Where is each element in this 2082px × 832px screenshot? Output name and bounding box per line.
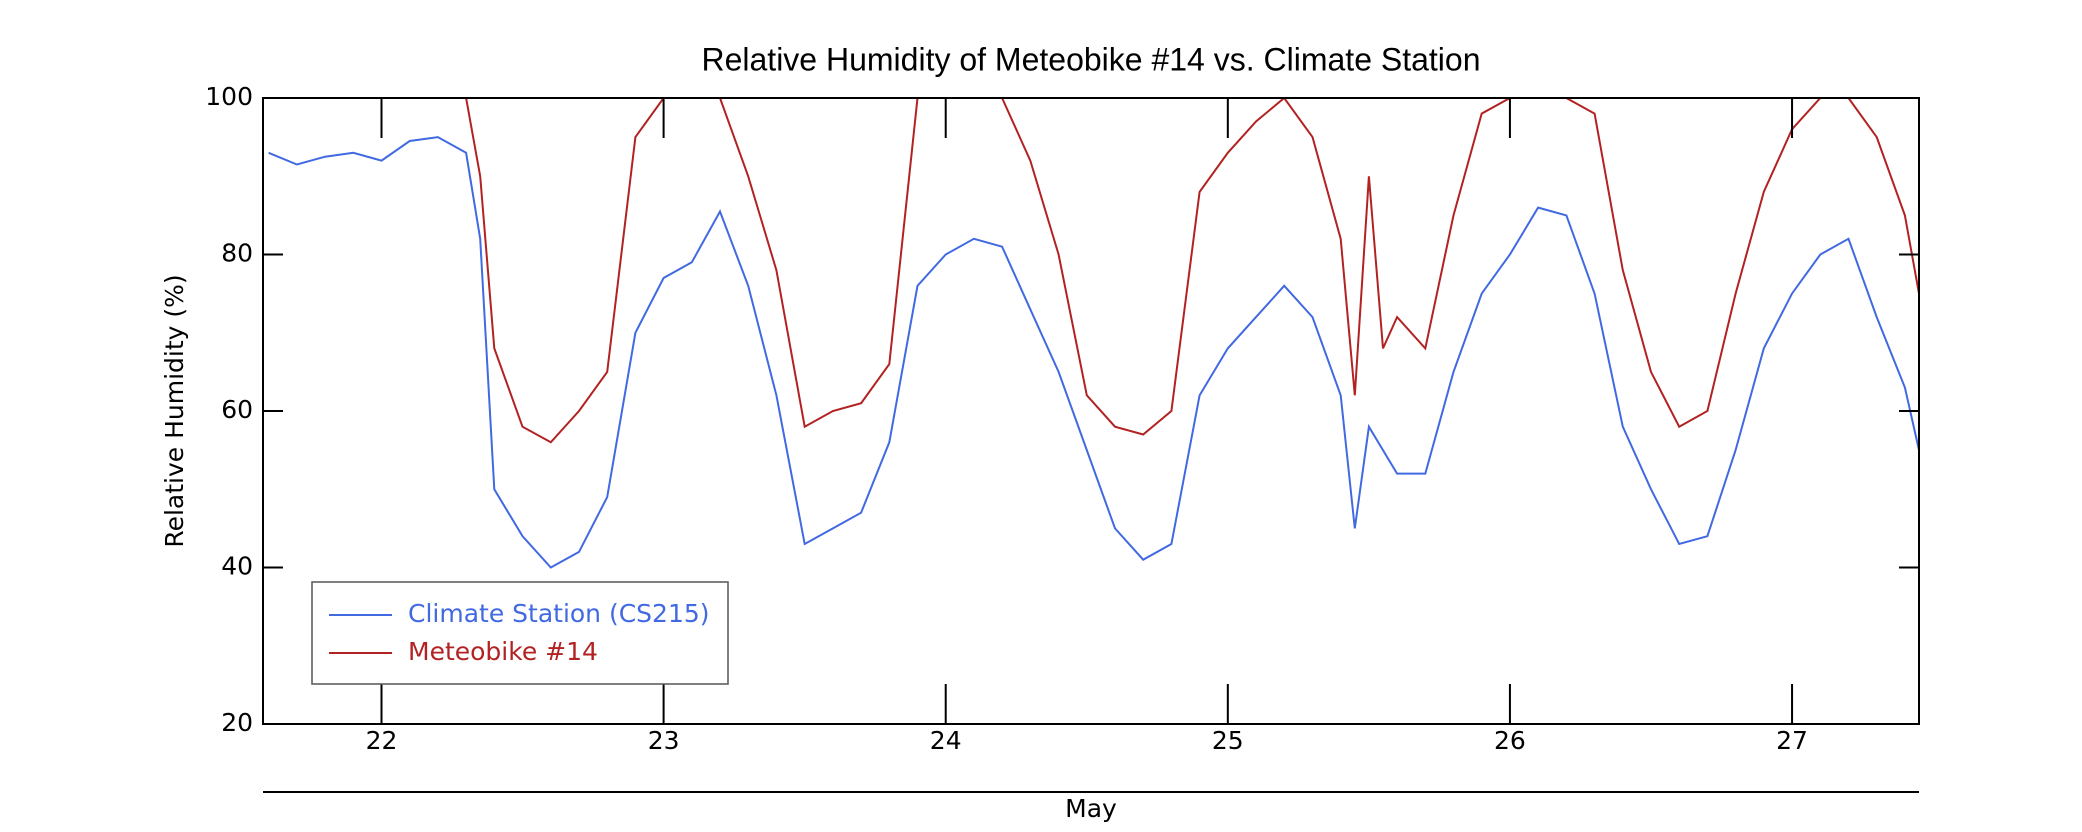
x-tick-label: 26 <box>1494 726 1526 755</box>
chart-title: Relative Humidity of Meteobike #14 vs. C… <box>701 41 1480 77</box>
x-axis-label: May <box>1065 794 1117 823</box>
x-tick-label: 27 <box>1776 726 1808 755</box>
y-tick-label: 80 <box>221 239 253 268</box>
x-tick-label: 25 <box>1212 726 1244 755</box>
series-line <box>268 136 1919 569</box>
legend-label: Climate Station (CS215) <box>408 599 710 628</box>
legend-box <box>311 581 729 685</box>
x-tick-label: 24 <box>930 726 962 755</box>
y-axis-label: Relative Humidity (%) <box>160 274 189 547</box>
x-tick-label: 23 <box>648 726 680 755</box>
y-tick-label: 100 <box>205 82 253 111</box>
legend-label: Meteobike #14 <box>408 637 598 666</box>
x-tick-label: 22 <box>366 726 398 755</box>
series-line <box>268 98 1919 444</box>
y-tick-label: 20 <box>221 708 253 737</box>
y-tick-label: 40 <box>221 552 253 581</box>
y-tick-label: 60 <box>221 395 253 424</box>
